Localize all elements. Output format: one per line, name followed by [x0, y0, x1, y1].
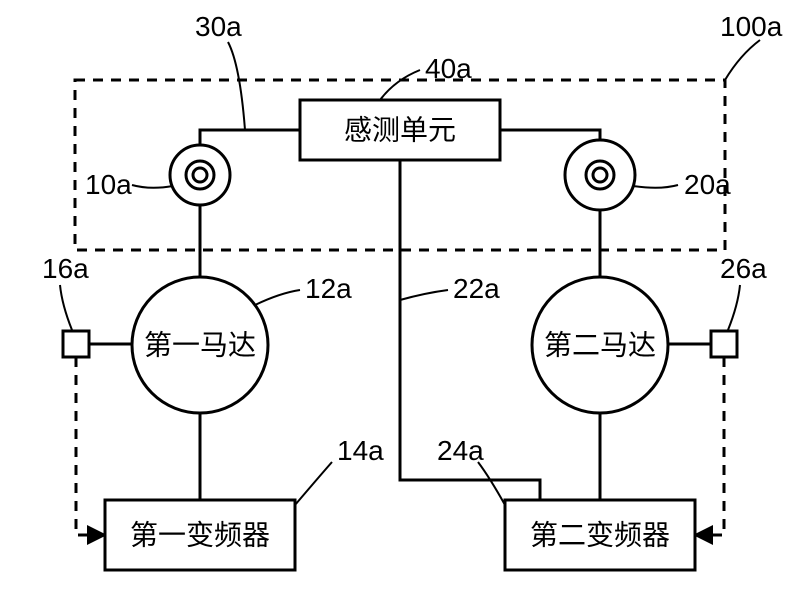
node-label: 第一变频器	[130, 520, 270, 551]
callout-label-10a: 10a	[85, 169, 132, 200]
node-sense: 感测单元	[300, 100, 500, 160]
callout-leader-100a	[725, 40, 760, 80]
callout-leader-30a	[228, 42, 245, 130]
node-label: 感测单元	[344, 115, 456, 146]
callout-leader-12a	[255, 290, 300, 305]
callout-label-26a: 26a	[720, 253, 767, 284]
node-label: 第二变频器	[530, 520, 670, 551]
node-reel1	[170, 145, 230, 205]
edge-enc2_b-vfd2_r	[695, 357, 724, 535]
node-motor1: 第一马达	[132, 277, 268, 413]
edge-enc1_b-vfd1_l	[76, 357, 105, 535]
callout-leader-40a	[380, 70, 420, 100]
callout-leader-26a	[728, 285, 740, 330]
node-vfd2: 第二变频器	[505, 500, 695, 570]
node-enc1	[63, 331, 89, 357]
callout-leader-10a	[132, 185, 173, 188]
callout-label-12a: 12a	[305, 273, 352, 304]
node-vfd1: 第一变频器	[105, 500, 295, 570]
callout-label-20a: 20a	[684, 169, 731, 200]
callout-leader-14a	[295, 462, 332, 505]
callout-label-30a: 30a	[195, 11, 242, 42]
node-label: 第一马达	[144, 330, 256, 361]
node-motor2: 第二马达	[532, 277, 668, 413]
callout-leader-22a	[400, 290, 448, 300]
callout-label-14a: 14a	[337, 435, 384, 466]
callout-label-22a: 22a	[453, 273, 500, 304]
callout-leader-16a	[60, 285, 72, 330]
callout-label-100a: 100a	[720, 11, 783, 42]
node-enc2	[711, 331, 737, 357]
callout-leader-20a	[633, 185, 678, 188]
callout-leader-24a	[478, 462, 505, 505]
edge-reel2_top-sense_right	[500, 130, 600, 140]
node-reel2	[565, 140, 635, 210]
diagram-canvas: 感测单元第一马达 第二马达第一变频器 第二变频器 100a 30a 40a 10a 20a 16…	[0, 0, 800, 612]
callout-label-40a: 40a	[425, 53, 472, 84]
callout-label-16a: 16a	[42, 253, 89, 284]
callout-label-24a: 24a	[437, 435, 484, 466]
edge-reel1_top-sense_left	[200, 130, 300, 145]
node-label: 第二马达	[544, 330, 656, 361]
